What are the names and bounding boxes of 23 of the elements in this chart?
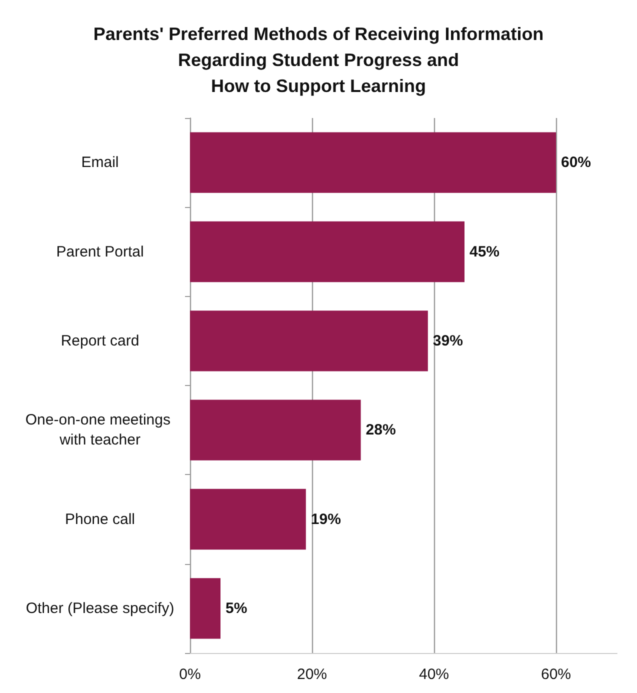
y-tick-label: One-on-one meetings with teacher (25, 412, 175, 449)
chart-title: Parents' Preferred Methods of Receiving Information Regarding Student Progress and How to Support Learning (93, 24, 544, 96)
y-tick-label: Phone call (64, 510, 136, 528)
x-tick-label: 40% (418, 666, 450, 683)
bar (190, 310, 428, 372)
bar (190, 221, 464, 282)
data-label: 39% (432, 332, 463, 350)
data-label: 45% (470, 243, 500, 260)
data-label: 5% (226, 600, 248, 617)
y-tick-label: Report card (60, 332, 140, 350)
y-tick-label: Parent Portal (56, 243, 144, 260)
bar (190, 400, 361, 460)
y-tick-label: Email (81, 154, 119, 172)
data-label: 60% (561, 154, 592, 172)
x-tick-label: 20% (296, 666, 328, 683)
bar (190, 488, 306, 550)
data-label: 28% (366, 422, 396, 439)
x-tick-label: 60% (540, 666, 572, 683)
y-tick-label: Other (Please specify) (26, 600, 174, 617)
data-label: 19% (310, 510, 341, 528)
x-tick-label: 0% (179, 666, 201, 683)
bar (190, 578, 220, 639)
bar (190, 132, 556, 193)
